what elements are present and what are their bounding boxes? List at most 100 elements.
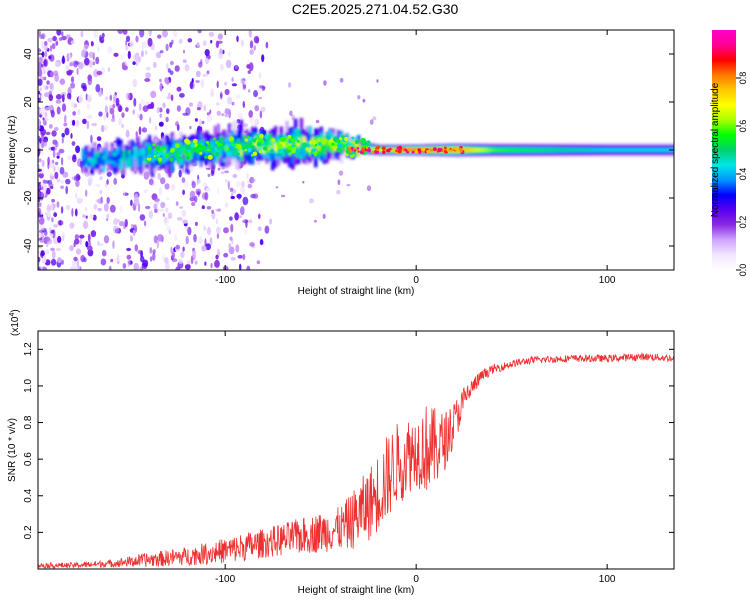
spectrogram-speck [155, 201, 159, 206]
snr-x-tick-label: -100 [215, 574, 235, 585]
spectrogram-speck [205, 187, 211, 193]
spectrogram-speck [62, 171, 69, 178]
spectrogram-speck [121, 112, 125, 118]
spectrogram-band-cell [104, 152, 109, 157]
spectrogram-speck [133, 262, 139, 270]
spectrogram-speck [235, 244, 240, 253]
spectrogram-blob [433, 147, 437, 152]
spectrogram-band-cell [580, 148, 584, 152]
spectrogram-band-cell [153, 152, 157, 158]
spectrogram-speck [106, 179, 109, 185]
spectrogram-band-cell [176, 150, 180, 163]
spectrogram-speck [242, 85, 246, 90]
spectrogram-band-cell [308, 148, 312, 153]
spectrogram-speck [117, 30, 124, 34]
spectrogram-speck [81, 49, 86, 58]
spectrogram-band-cell [193, 148, 198, 160]
spectrogram-speck [210, 263, 213, 269]
spectrogram-blob [459, 149, 463, 153]
spectrogram-speck [48, 104, 54, 111]
spectrogram-blob [259, 133, 264, 139]
spectrogram-speck [181, 209, 187, 217]
spectrogram-band-cell [187, 150, 192, 160]
spectrogram-speck [153, 235, 158, 244]
spectrogram-speck [247, 183, 253, 189]
spectrogram-speck [109, 107, 115, 115]
spectrogram-blob [361, 147, 365, 151]
spectrogram-band-cell [271, 138, 275, 151]
spectrogram-speck [147, 37, 153, 47]
spectrogram-speck [133, 197, 140, 206]
spectrogram-blob [302, 142, 308, 148]
spectrogram-band-cell [208, 144, 212, 163]
spectrogram-speck [159, 50, 164, 54]
spectrogram-band-cell [253, 147, 258, 156]
spectrogram-band-cell [122, 157, 126, 162]
spectrogram-speck [44, 41, 48, 46]
spectrogram-band-cell [124, 156, 129, 161]
spectrogram-blob [193, 138, 198, 144]
snr-x-ticks: -100 0 100 [215, 331, 616, 585]
spectrogram-band-cell [557, 148, 561, 152]
spectrogram-speck [249, 219, 253, 224]
spectrogram-speck [137, 113, 140, 118]
spectrogram-blob [236, 139, 240, 143]
spectrogram-speck [109, 94, 113, 101]
spectrogram-band-cell [150, 142, 155, 158]
spectrogram-speck [201, 205, 205, 210]
spectrogram-speck [195, 70, 201, 78]
spectrogram-speck [95, 183, 101, 188]
spectrogram-blob [252, 138, 257, 143]
spectrogram-band-cell [179, 144, 183, 151]
spectrogram-speck [55, 94, 62, 100]
spectrogram-speck [42, 255, 47, 264]
spectrogram-band-cell [666, 148, 670, 152]
spectrogram-speck [337, 179, 341, 186]
spectrogram-speck [259, 85, 264, 89]
spectrogram-blob [232, 148, 235, 151]
spectrogram-speck [101, 125, 105, 133]
spectrogram-speck [259, 110, 263, 119]
spectrogram-band-cell [305, 144, 309, 149]
spectrogram-speck [159, 82, 163, 92]
spectrogram-speck [118, 221, 125, 227]
snr-y-label: SNR (10 * v/v) [7, 418, 18, 482]
spectrogram-band-cell [391, 148, 395, 152]
spectrogram-speck [194, 118, 198, 122]
spectrogram-speck [148, 210, 153, 219]
spectrogram-band-cell [483, 148, 487, 152]
spectrogram-speck [123, 191, 126, 197]
spectrogram-speck [189, 81, 195, 90]
spectrogram-speck [86, 120, 90, 130]
spectrogram-speck [162, 254, 165, 261]
spectrogram-speck [247, 89, 251, 93]
spectrogram-speck [247, 70, 251, 74]
spectrogram-band-cell [133, 147, 137, 157]
spectrogram-speck [60, 259, 64, 265]
spectrogram-speck [206, 206, 212, 210]
spectrogram-blob [313, 153, 317, 157]
spectrogram-band-cell [133, 152, 137, 158]
spectrogram-speck [50, 230, 55, 234]
spectrogram-blob [376, 151, 380, 154]
spectrogram-speck [223, 252, 229, 258]
spectrogram-speck [203, 225, 207, 232]
spectrogram-speck [87, 233, 91, 243]
spectrogram-speck [56, 155, 60, 159]
spectrogram-band-cell [342, 143, 347, 150]
spectrogram-band-cell [485, 148, 490, 152]
spectrogram-speck [138, 203, 141, 213]
spectrogram-speck [255, 37, 259, 44]
spectrogram-blob [147, 146, 152, 151]
spectrogram-speck [362, 98, 366, 103]
spectrogram-band-cell [93, 159, 97, 164]
spectrogram-speck [134, 244, 139, 252]
spectrogram-band-cell [563, 148, 567, 152]
spectrogram-speck [79, 234, 85, 239]
spectrogram-speck [75, 264, 80, 270]
snr-y-ticks: 0.2 0.4 0.6 0.8 1.0 1.2 [23, 342, 674, 539]
spectrogram-speck [234, 64, 238, 70]
spectrogram-band-cell [173, 144, 178, 158]
spectrogram-band-cell [87, 158, 92, 167]
spectrogram-speck [72, 155, 77, 163]
